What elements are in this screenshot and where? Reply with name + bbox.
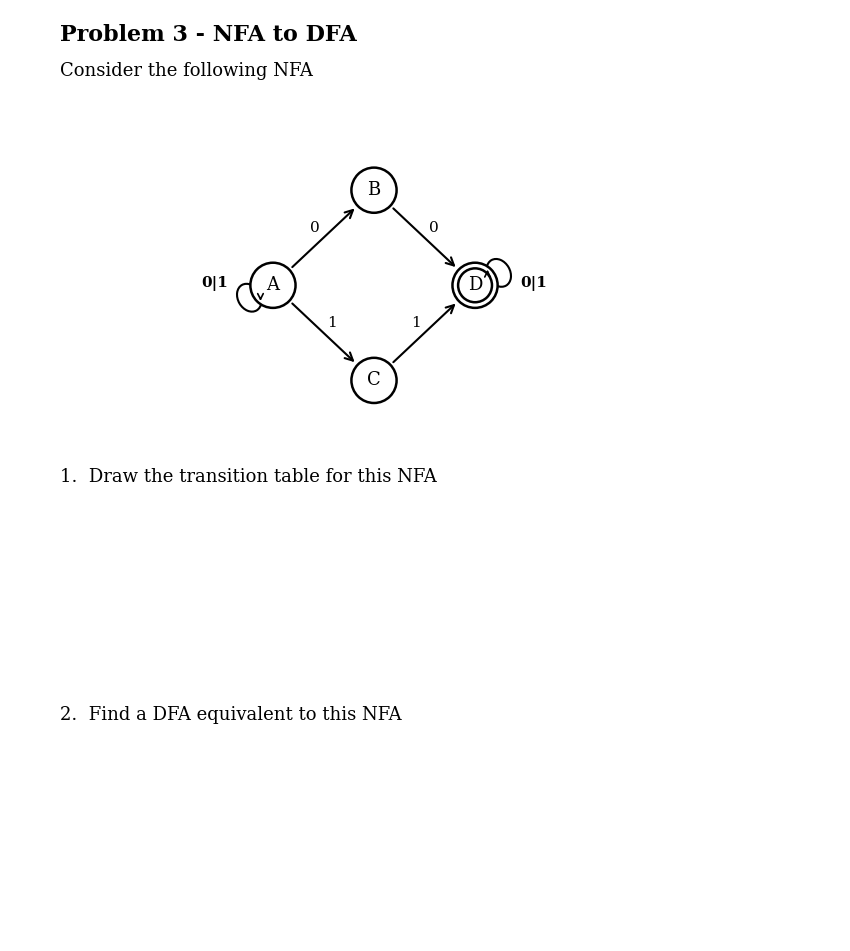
Text: C: C: [367, 372, 381, 389]
Circle shape: [351, 358, 397, 403]
Text: 0|1: 0|1: [201, 276, 228, 291]
Circle shape: [251, 262, 296, 308]
Circle shape: [452, 262, 497, 308]
Text: 1: 1: [327, 317, 337, 330]
Text: B: B: [367, 182, 381, 199]
Text: Problem 3 - NFA to DFA: Problem 3 - NFA to DFA: [60, 24, 356, 46]
Text: D: D: [468, 277, 482, 294]
Text: 0: 0: [428, 222, 439, 235]
Text: 0|1: 0|1: [520, 276, 547, 291]
Text: 2.  Find a DFA equivalent to this NFA: 2. Find a DFA equivalent to this NFA: [60, 706, 401, 724]
Text: 0: 0: [309, 222, 320, 235]
Text: Consider the following NFA: Consider the following NFA: [60, 62, 313, 80]
Circle shape: [351, 167, 397, 213]
Text: A: A: [266, 277, 280, 294]
Text: 1: 1: [411, 317, 421, 330]
Text: 1.  Draw the transition table for this NFA: 1. Draw the transition table for this NF…: [60, 468, 436, 486]
